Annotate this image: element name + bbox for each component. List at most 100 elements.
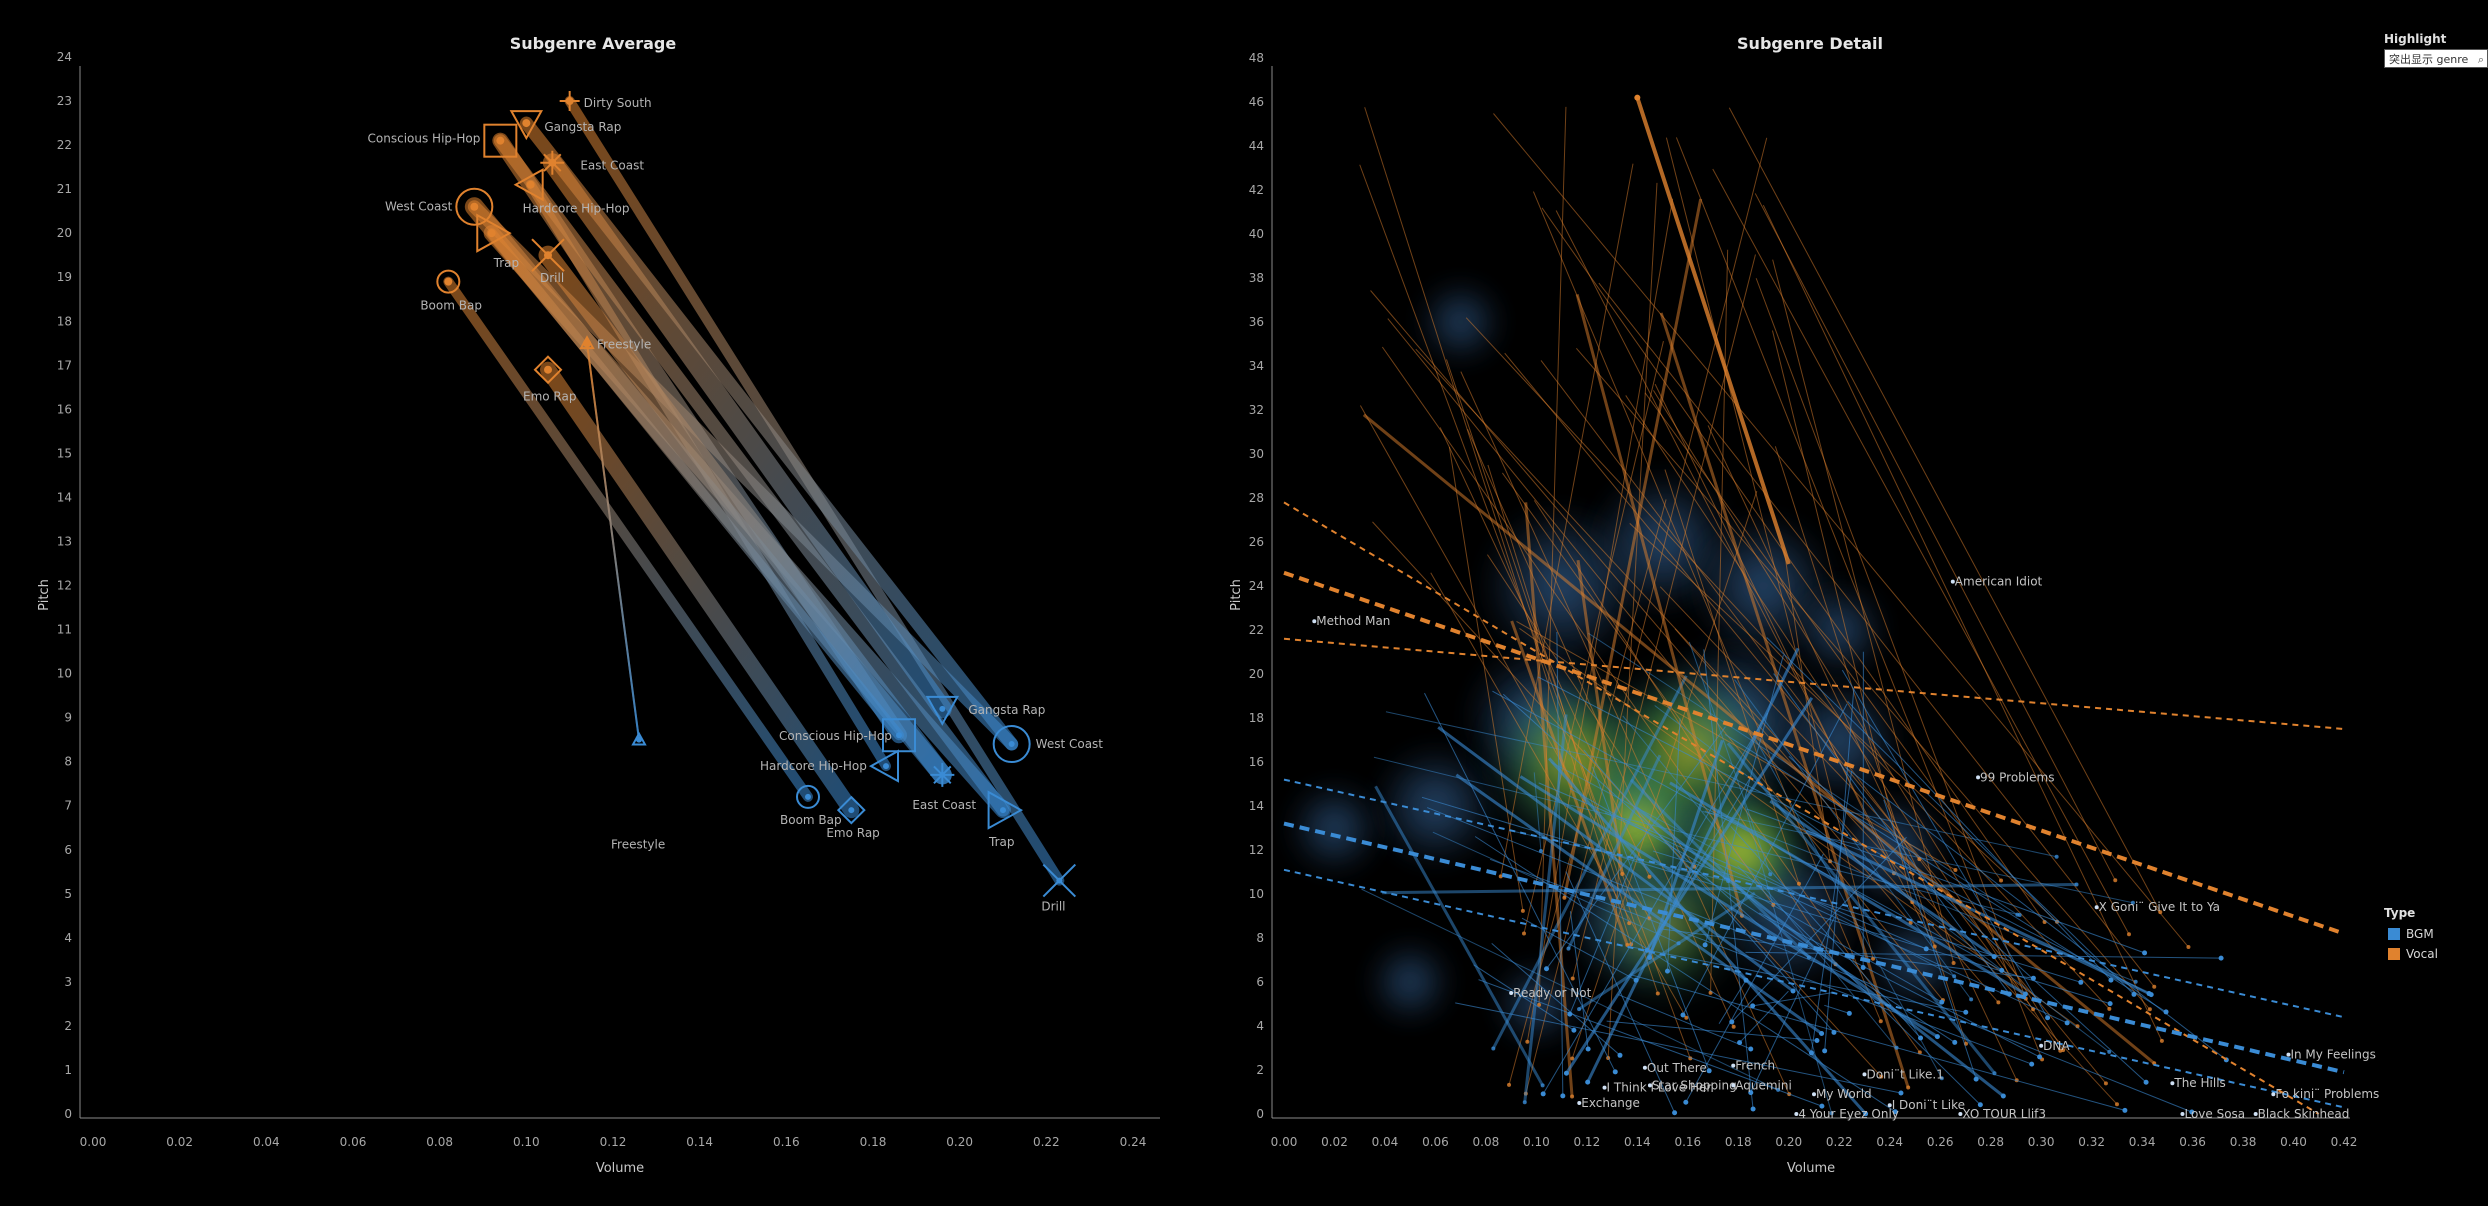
detail-segment: [1565, 696, 1814, 1075]
detail-segment: [1571, 490, 1758, 1059]
bgm-marker: [836, 795, 866, 825]
detail-point: [1743, 977, 1749, 983]
detail-point: [1898, 1090, 1904, 1096]
detail-segment: [1493, 113, 2189, 948]
detail-segment: [1847, 701, 2112, 981]
detail-segment: [1629, 523, 2058, 923]
detail-point: [2078, 979, 2084, 985]
detail-point: [1680, 1012, 1686, 1018]
detail-point: [1951, 960, 1956, 965]
detail-point: [1627, 921, 1632, 926]
y-tick-label-1: 21: [57, 182, 72, 196]
detail-segment: [1772, 259, 1955, 964]
bgm-point-label: Drill: [1041, 900, 1065, 914]
detail-point: [1748, 1090, 1754, 1096]
detail-point: [1906, 1085, 1911, 1090]
detail-point: [1939, 999, 1945, 1005]
bgm-point-label: Freestyle: [611, 838, 665, 852]
detail-segment: [1754, 193, 2116, 881]
y-tick-label-2: 40: [1249, 227, 1264, 241]
detail-segment: [1824, 1004, 1850, 1014]
song-point: [2286, 1052, 2291, 1057]
vocal-marker: [436, 269, 461, 294]
detail-segment: [1750, 917, 1835, 1093]
detail-point: [1846, 1010, 1852, 1016]
detail-segment: [1455, 773, 1823, 1035]
detail-segment: [1532, 191, 1882, 1022]
bgm-point-label: Gangsta Rap: [968, 703, 1045, 717]
detail-segment: [1538, 782, 1927, 950]
detail-point: [1540, 1091, 1546, 1097]
highlight-search-input[interactable]: 突出显示 genre ⌕: [2384, 49, 2488, 68]
y-tick-label-2: 18: [1249, 711, 1264, 725]
detail-segment: [1385, 711, 2057, 858]
detail-point: [1706, 1068, 1712, 1074]
song-label: French: [1735, 1059, 1775, 1073]
detail-point: [1796, 881, 1801, 886]
legend-item-vocal[interactable]: Vocal: [2388, 946, 2438, 962]
detail-segment: [1788, 756, 2147, 1083]
bgm-point-label: Trap: [988, 835, 1014, 849]
detail-point: [2159, 1038, 2164, 1043]
x-tick-label-1: 0.10: [513, 1135, 540, 1149]
x-tick-label-2: 0.42: [2331, 1135, 2358, 1149]
detail-point: [2103, 1081, 2108, 1086]
search-icon[interactable]: ⌕: [2477, 53, 2484, 66]
x-tick-label-2: 0.32: [2078, 1135, 2105, 1149]
legend-item-bgm[interactable]: BGM: [2388, 926, 2434, 942]
detail-point: [1863, 1111, 1869, 1117]
y-tick-label-1: 24: [57, 50, 72, 64]
song-label: My World: [1816, 1087, 1872, 1101]
vocal-point-label: Emo Rap: [523, 390, 576, 404]
detail-segment: [1824, 688, 1855, 1051]
link-band: [542, 153, 952, 719]
song-point: [1647, 1083, 1652, 1088]
detail-point: [1571, 1027, 1577, 1033]
vocal-point: [487, 229, 496, 238]
vocal-point-label: Freestyle: [597, 337, 651, 351]
detail-segment: [1491, 675, 1688, 1050]
detail-point: [2146, 991, 2152, 997]
detail-point: [1917, 857, 1922, 862]
detail-point: [1790, 988, 1796, 994]
vocal-marker: [483, 123, 518, 158]
detail-point: [1939, 1076, 1944, 1081]
detail-segment: [1630, 946, 1966, 1013]
x-tick-label-2: 0.24: [1876, 1135, 1903, 1149]
detail-segment: [1774, 446, 1967, 1044]
vocal-point: [496, 136, 505, 145]
detail-point: [2107, 1001, 2113, 1007]
detail-point: [2054, 854, 2059, 859]
song-label: I Doni¨t Like: [1892, 1098, 1965, 1112]
bgm-point: [939, 771, 946, 778]
detail-point: [1952, 1039, 1958, 1045]
detail-point: [1973, 1076, 1979, 1082]
detail-point: [1969, 997, 1974, 1002]
detail-point: [1892, 1109, 1898, 1115]
link-band: [493, 134, 1010, 817]
detail-point: [1934, 1034, 1940, 1040]
detail-segment: [1810, 770, 1853, 1053]
detail-point: [2130, 900, 2135, 905]
detail-point: [1585, 1046, 1591, 1052]
bgm-marker: [992, 725, 1031, 764]
x-tick-label-2: 0.10: [1523, 1135, 1550, 1149]
bgm-marker: [925, 695, 960, 726]
x-tick-label-2: 0.08: [1473, 1135, 1500, 1149]
x-tick-label-2: 0.34: [2129, 1135, 2156, 1149]
legend-title: Type: [2384, 906, 2416, 920]
detail-point: [2122, 1107, 2128, 1113]
link-freestyle: [586, 343, 640, 740]
y-tick-label-2: 24: [1249, 579, 1264, 593]
detail-segment: [1424, 692, 1616, 1073]
detail-segment: [1665, 137, 1874, 959]
detail-segment: [1606, 1020, 1817, 1042]
detail-point: [1664, 968, 1670, 974]
detail-point: [1953, 867, 1958, 872]
detail-point: [1731, 1024, 1736, 1029]
vocal-point-label: Conscious Hip-Hop: [368, 132, 481, 146]
detail-point: [2107, 1049, 2112, 1054]
detail-segment: [1745, 951, 2222, 959]
detail-segment: [1644, 392, 2002, 881]
